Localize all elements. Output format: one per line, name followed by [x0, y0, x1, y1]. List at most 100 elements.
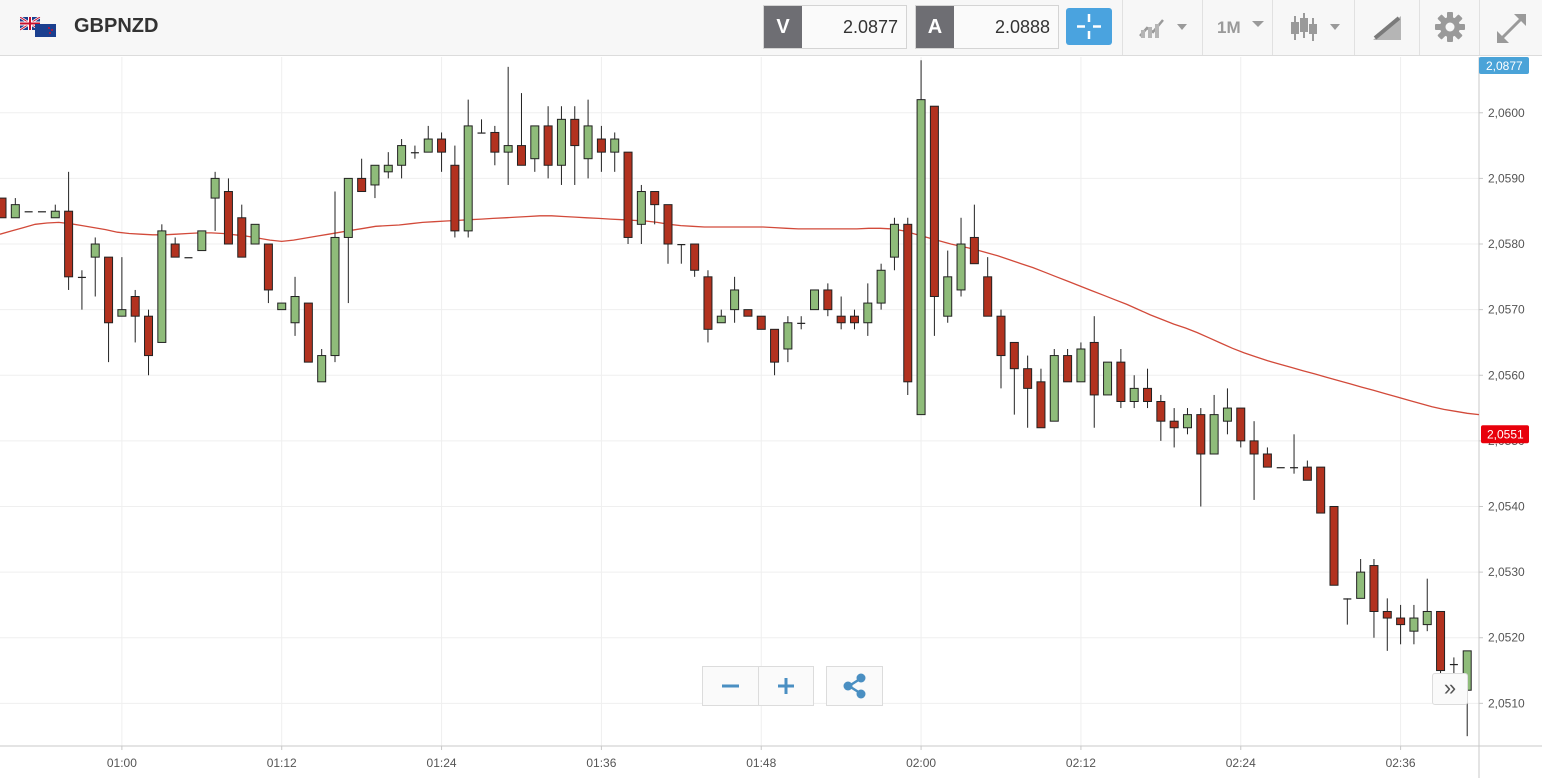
candle-body[interactable]	[157, 230, 167, 343]
candle-body[interactable]	[290, 296, 300, 324]
candle-body[interactable]	[823, 289, 833, 311]
candle-body[interactable]	[956, 243, 966, 291]
candle-body[interactable]	[996, 315, 1006, 357]
candle-body[interactable]	[170, 243, 180, 258]
candle-body[interactable]	[1449, 663, 1458, 666]
candle-body[interactable]	[250, 223, 260, 245]
scroll-to-latest-button[interactable]: »	[1432, 673, 1468, 705]
zoom-in-icon[interactable]	[759, 667, 813, 705]
candle-body[interactable]	[903, 223, 913, 383]
candle-body[interactable]	[1343, 598, 1352, 600]
crosshair-button[interactable]	[1066, 8, 1112, 45]
candle-body[interactable]	[303, 302, 313, 363]
candle-style-button[interactable]	[1272, 0, 1355, 55]
candle-body[interactable]	[197, 230, 207, 252]
candle-body[interactable]	[0, 197, 7, 219]
candle-body[interactable]	[64, 210, 74, 278]
candle-body[interactable]	[797, 322, 806, 324]
candle-body[interactable]	[716, 315, 726, 324]
drawing-tools-button[interactable]	[1354, 0, 1420, 55]
candle-body[interactable]	[50, 210, 60, 219]
candle-body[interactable]	[397, 145, 407, 166]
candle-body[interactable]	[983, 276, 993, 317]
candle-body[interactable]	[1116, 361, 1126, 402]
candle-body[interactable]	[423, 138, 433, 153]
candle-body[interactable]	[743, 309, 753, 317]
candle-body[interactable]	[330, 236, 340, 357]
candle-body[interactable]	[184, 257, 193, 259]
candle-body[interactable]	[317, 355, 327, 383]
candle-body[interactable]	[463, 125, 473, 232]
candle-body[interactable]	[90, 243, 100, 258]
candle-body[interactable]	[104, 256, 114, 324]
candle-body[interactable]	[237, 217, 247, 258]
candle-body[interactable]	[516, 145, 526, 166]
candle-body[interactable]	[810, 289, 820, 311]
candle-body[interactable]	[490, 131, 500, 153]
candle-body[interactable]	[1436, 610, 1446, 672]
candle-body[interactable]	[450, 164, 460, 232]
candle-body[interactable]	[783, 322, 793, 350]
candle-body[interactable]	[1169, 420, 1179, 429]
candle-body[interactable]	[1089, 341, 1099, 396]
candle-body[interactable]	[1329, 505, 1339, 586]
candle-body[interactable]	[1182, 414, 1192, 429]
candle-body[interactable]	[437, 138, 447, 153]
candle-body[interactable]	[943, 276, 953, 317]
candle-body[interactable]	[1236, 407, 1246, 442]
candle-body[interactable]	[24, 211, 33, 213]
sell-price-button[interactable]: V 2.0877	[763, 5, 907, 49]
candle-body[interactable]	[223, 191, 233, 245]
candle-body[interactable]	[836, 315, 846, 324]
candle-body[interactable]	[410, 152, 419, 154]
candle-body[interactable]	[929, 105, 939, 298]
candle-body[interactable]	[383, 164, 393, 173]
settings-button[interactable]	[1419, 0, 1480, 55]
candle-body[interactable]	[610, 138, 620, 153]
candle-body[interactable]	[77, 276, 86, 279]
candle-body[interactable]	[596, 138, 606, 153]
buy-price-button[interactable]: A 2.0888	[915, 5, 1059, 49]
candle-body[interactable]	[10, 204, 20, 219]
candle-body[interactable]	[1249, 440, 1259, 455]
candle-body[interactable]	[1103, 361, 1113, 396]
candle-body[interactable]	[969, 236, 979, 265]
candle-body[interactable]	[1356, 571, 1366, 599]
candle-body[interactable]	[863, 302, 873, 324]
candle-body[interactable]	[503, 145, 513, 153]
candle-body[interactable]	[1196, 414, 1206, 455]
candle-body[interactable]	[623, 151, 633, 238]
candle-body[interactable]	[1302, 466, 1312, 481]
candle-body[interactable]	[277, 302, 287, 311]
candle-body[interactable]	[1156, 401, 1166, 422]
candle-body[interactable]	[770, 328, 780, 363]
candle-body[interactable]	[703, 276, 713, 330]
candle-body[interactable]	[1143, 387, 1153, 402]
candle-body[interactable]	[1369, 565, 1379, 612]
candle-body[interactable]	[1049, 355, 1059, 422]
candle-body[interactable]	[1262, 453, 1272, 468]
candle-body[interactable]	[1222, 407, 1232, 422]
share-button[interactable]	[826, 666, 883, 706]
candle-body[interactable]	[583, 125, 593, 160]
candle-body[interactable]	[1290, 467, 1299, 469]
candle-body[interactable]	[889, 223, 899, 258]
candle-body[interactable]	[1276, 467, 1285, 469]
candle-body[interactable]	[916, 99, 926, 416]
candle-body[interactable]	[370, 164, 380, 186]
candle-body[interactable]	[756, 315, 766, 330]
candle-body[interactable]	[556, 118, 566, 166]
candle-body[interactable]	[130, 296, 140, 317]
candle-body[interactable]	[876, 269, 886, 304]
timeframe-dropdown[interactable]: 1M	[1202, 0, 1273, 55]
candle-body[interactable]	[1063, 355, 1073, 383]
candle-body[interactable]	[1409, 617, 1419, 632]
candle-body[interactable]	[1382, 610, 1392, 619]
candle-body[interactable]	[677, 244, 686, 246]
candle-body[interactable]	[1396, 617, 1406, 626]
candle-body[interactable]	[543, 125, 553, 166]
candle-body[interactable]	[730, 289, 740, 311]
candle-body[interactable]	[1076, 348, 1086, 383]
candle-body[interactable]	[117, 309, 127, 317]
chart-type-button[interactable]	[1122, 0, 1203, 55]
